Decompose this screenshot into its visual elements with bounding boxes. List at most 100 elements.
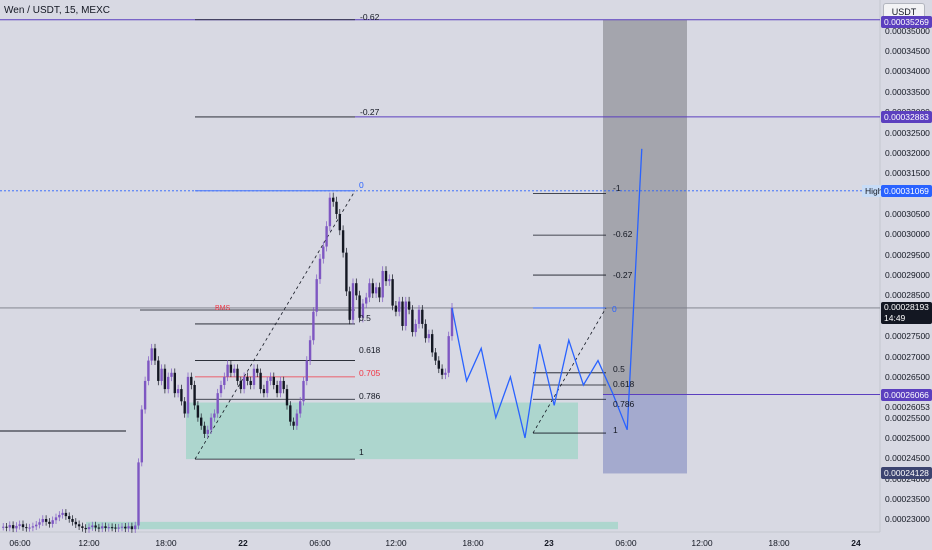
time-tick-label: 12:00 — [78, 538, 100, 548]
base-zone — [86, 521, 618, 530]
price-tick-label: 0.00035000 — [885, 25, 930, 36]
candle-body — [160, 368, 163, 381]
price-tick-label: 0.00032500 — [885, 127, 930, 138]
candle-body — [358, 295, 361, 318]
candle-body — [5, 526, 8, 528]
candle-body — [15, 525, 18, 529]
price-tick-label: 0.00029500 — [885, 249, 930, 260]
candle-body — [170, 372, 173, 377]
candle-body — [54, 517, 58, 521]
candle-body — [450, 307, 454, 337]
fib-big-label: 1 — [359, 447, 364, 457]
candle-body — [196, 405, 200, 418]
projection-zigzag — [451, 148, 643, 439]
candle-body — [81, 526, 84, 528]
candle-body — [137, 462, 140, 526]
candle-body — [84, 527, 87, 530]
candle-body — [147, 360, 150, 381]
entry-price-tag: 0.00026066 — [881, 389, 932, 401]
candle-body — [431, 334, 434, 353]
price-tick-label: 0.00023500 — [885, 494, 930, 505]
candle-body — [229, 364, 233, 373]
price-tick-label: 0.00027500 — [885, 331, 930, 342]
candle-body — [378, 287, 381, 298]
stop-price-tag: 0.00024128 — [881, 467, 932, 479]
candle-body — [77, 524, 81, 527]
time-tick-label: 18:00 — [768, 538, 790, 548]
candle-body — [332, 197, 335, 202]
candle-body — [2, 526, 5, 528]
symbol-title[interactable]: Wen / USDT, 15, MEXC — [4, 5, 110, 16]
time-tick-label: 12:00 — [691, 538, 713, 548]
price-tick-label: 0.00031500 — [885, 168, 930, 179]
countdown-timer: 14:49 — [884, 313, 906, 323]
candle-body — [153, 348, 157, 361]
high-price-tag: 0.00031069 — [881, 185, 932, 197]
candle-body — [140, 409, 143, 463]
candle-body — [25, 527, 28, 529]
price-tick-label: 0.00027000 — [885, 351, 930, 362]
target-2-price-tag: 0.00035269 — [881, 16, 932, 28]
candle-body — [285, 389, 289, 406]
candle-body — [101, 526, 104, 529]
price-tick-label: 0.00030000 — [885, 229, 930, 240]
price-tick-label: 0.00030500 — [885, 208, 930, 219]
fib-small-label: 0.786 — [613, 399, 635, 409]
candle-body — [318, 258, 322, 280]
time-tick-label: 18:00 — [462, 538, 484, 548]
candle-body — [71, 518, 74, 522]
candle-body — [308, 340, 312, 361]
candle-body — [256, 368, 259, 373]
candle-body — [302, 380, 305, 402]
price-tick-label: 0.00023000 — [885, 514, 930, 525]
candle-body — [391, 279, 394, 306]
candle-body — [421, 309, 424, 324]
candle-body — [200, 417, 203, 426]
candle-body — [348, 291, 351, 320]
fib-big-trend-line — [194, 190, 356, 460]
candle-body — [190, 376, 193, 386]
candle-body — [404, 301, 407, 326]
candle-body — [97, 527, 101, 529]
candle-body — [239, 380, 242, 390]
entry-alt-price-label: 0.00026053 — [885, 402, 930, 412]
candle-body — [28, 527, 31, 529]
candle-body — [279, 380, 282, 394]
candle-body — [127, 526, 130, 529]
fib-small-trend-line — [532, 307, 607, 434]
candle-body — [414, 323, 417, 333]
fib-small-label: -1 — [613, 183, 621, 193]
candle-body — [87, 527, 91, 530]
time-tick-label: 06:00 — [615, 538, 637, 548]
candle-body — [233, 368, 236, 373]
candle-body — [91, 525, 94, 528]
current-price-tag: 0.00028193 14:49 — [881, 302, 932, 324]
candle-body — [183, 401, 186, 414]
candle-body — [41, 518, 44, 523]
candle-body — [143, 380, 147, 410]
candle-body — [447, 336, 450, 373]
price-tick-label: 0.00028500 — [885, 290, 930, 301]
candle-body — [173, 372, 176, 394]
demand-zone — [186, 402, 578, 460]
candle-body — [104, 526, 107, 528]
position-profit-zone — [603, 19, 687, 395]
candle-body — [368, 283, 371, 298]
candle-body — [134, 525, 137, 530]
fib-big-label: 0 — [359, 180, 364, 190]
candle-body — [167, 376, 170, 390]
candle-body — [424, 323, 427, 339]
candle-body — [374, 287, 378, 294]
candle-body — [203, 425, 206, 434]
candle-body — [58, 514, 61, 518]
time-tick-label: 24 — [851, 538, 861, 548]
fib-small-label: 0.618 — [613, 379, 635, 389]
candle-body — [272, 376, 275, 386]
candle-body — [150, 348, 153, 361]
fib-small-label: 1 — [613, 425, 618, 435]
position-stop-zone — [603, 394, 687, 474]
price-tick-label: 0.00034000 — [885, 66, 930, 77]
candle-body — [437, 360, 440, 369]
